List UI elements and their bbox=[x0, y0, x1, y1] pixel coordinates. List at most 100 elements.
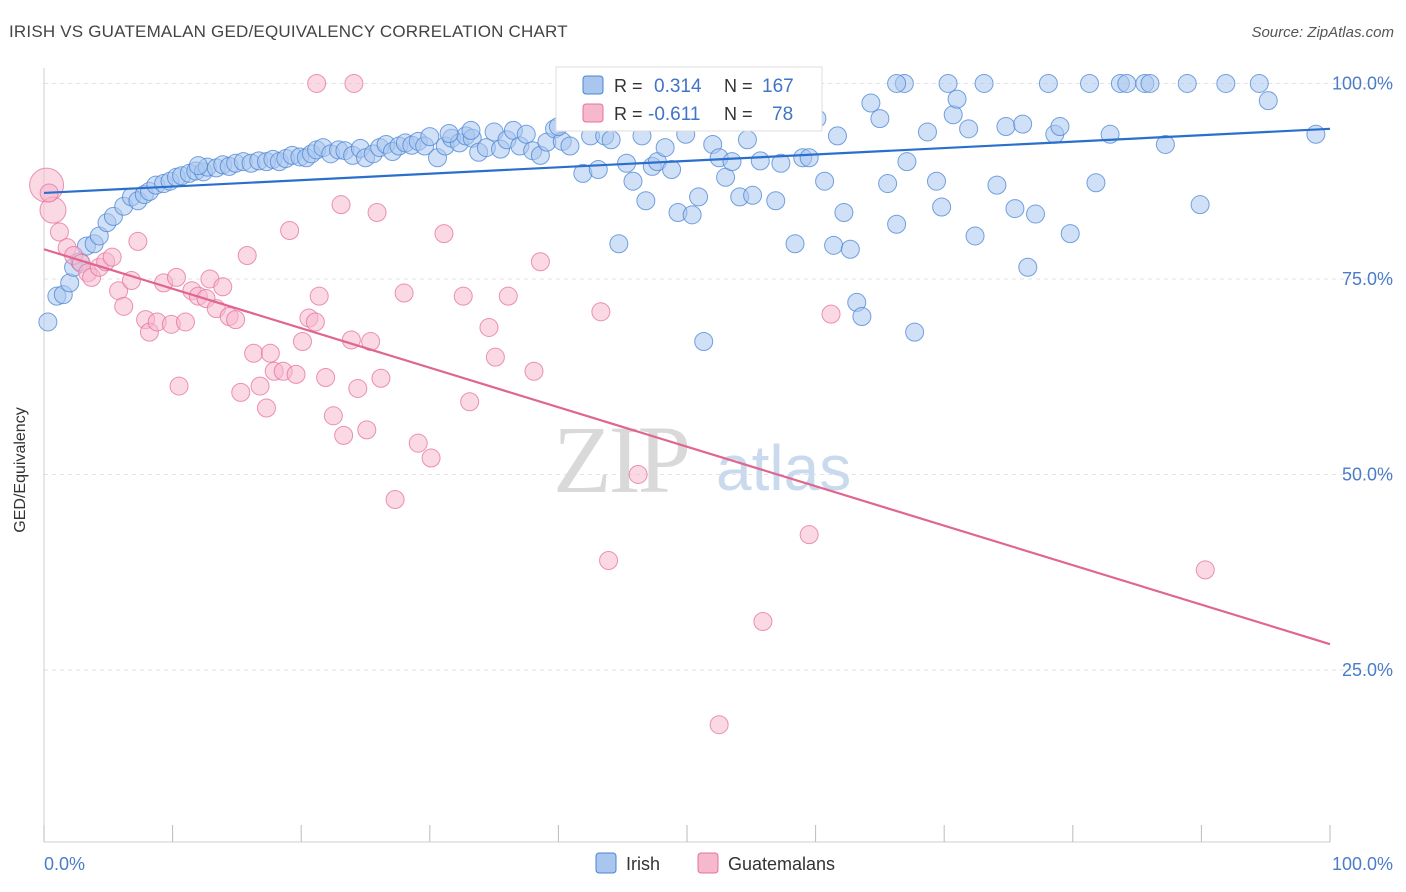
irish-point bbox=[870, 109, 890, 129]
guatemalan-point bbox=[524, 361, 544, 381]
irish-point bbox=[824, 235, 844, 255]
guatemalan-point bbox=[348, 378, 368, 398]
guatemalan-point bbox=[530, 252, 550, 272]
irish-point bbox=[516, 124, 536, 144]
irish-point bbox=[750, 151, 770, 171]
guatemalan-point bbox=[114, 296, 134, 316]
irish-point bbox=[1013, 114, 1033, 134]
irish-point bbox=[1080, 73, 1100, 93]
guatemalan-point bbox=[498, 286, 518, 306]
trend-lines bbox=[43, 127, 1331, 646]
irish-point bbox=[815, 171, 835, 191]
irish-point bbox=[609, 234, 629, 254]
legend-n-label-irish: N = bbox=[724, 76, 753, 96]
irish-point bbox=[938, 73, 958, 93]
irish-point bbox=[694, 332, 714, 352]
irish-point bbox=[905, 322, 925, 342]
guatemalan-point bbox=[128, 231, 148, 251]
irish-point bbox=[887, 214, 907, 234]
y-tick-label: 75.0% bbox=[1342, 269, 1393, 289]
legend-r-guatemalans: -0.611 bbox=[648, 104, 700, 125]
guatemalan-point bbox=[421, 448, 441, 468]
guatemalan-point bbox=[331, 195, 351, 215]
legend-bottom-swatch-guatemalans bbox=[697, 852, 719, 874]
irish-point bbox=[1249, 73, 1269, 93]
irish-point bbox=[887, 73, 907, 93]
guatemalan-point bbox=[323, 406, 343, 426]
legend-r-label-irish: R = bbox=[614, 76, 643, 96]
guatemalan-point bbox=[102, 247, 122, 267]
irish-trend-line bbox=[43, 127, 1331, 195]
irish-point bbox=[1117, 73, 1137, 93]
axes bbox=[43, 68, 1331, 843]
irish-point bbox=[785, 234, 805, 254]
irish-point bbox=[1306, 124, 1326, 144]
irish-point bbox=[60, 273, 80, 293]
guatemalan-point bbox=[799, 525, 819, 545]
irish-point bbox=[852, 306, 872, 326]
watermark-zip: ZIP bbox=[553, 406, 688, 513]
guatemalan-point bbox=[479, 317, 499, 337]
guatemalan-point bbox=[753, 611, 773, 631]
guatemalan-point bbox=[307, 73, 327, 93]
irish-point bbox=[1155, 134, 1175, 154]
irish-point bbox=[1038, 73, 1058, 93]
chart-source: Source: ZipAtlas.com bbox=[1251, 24, 1394, 41]
legend-bottom-irish: Irish bbox=[626, 854, 660, 874]
irish-point bbox=[662, 159, 682, 179]
guatemalan-point bbox=[709, 715, 729, 735]
irish-point bbox=[601, 130, 621, 150]
guatemalan-point bbox=[367, 202, 387, 222]
watermark-atlas: atlas bbox=[716, 432, 851, 504]
irish-point bbox=[965, 226, 985, 246]
guatemalan-point bbox=[385, 489, 405, 509]
guatemalan-point bbox=[231, 382, 251, 402]
irish-point bbox=[932, 197, 952, 217]
guatemalan-point bbox=[305, 312, 325, 332]
guatemalan-point bbox=[408, 433, 428, 453]
irish-point bbox=[560, 136, 580, 156]
irish-point bbox=[897, 152, 917, 172]
stats-legend: R = 0.314 N = 167 R = -0.611 N = 78 bbox=[555, 66, 823, 132]
irish-point bbox=[1216, 73, 1236, 93]
legend-r-irish: 0.314 bbox=[654, 76, 702, 97]
chart-title: IRISH VS GUATEMALAN GED/EQUIVALENCY CORR… bbox=[9, 22, 568, 41]
legend-r-label-guatemalans: R = bbox=[614, 104, 643, 124]
guatemalan-point bbox=[286, 364, 306, 384]
gridlines bbox=[44, 82, 1390, 671]
guatemalan-point bbox=[121, 271, 141, 291]
irish-point bbox=[943, 105, 963, 125]
guatemalan-point bbox=[394, 283, 414, 303]
guatemalan-point bbox=[334, 425, 354, 445]
tick-labels: 100.0% 75.0% 50.0% 25.0% 0.0% 100.0% bbox=[44, 73, 1393, 874]
irish-point bbox=[974, 73, 994, 93]
guatemalan-point bbox=[357, 420, 377, 440]
irish-point bbox=[1086, 173, 1106, 193]
guatemalan-point bbox=[1195, 560, 1215, 580]
irish-point bbox=[1177, 73, 1197, 93]
guatemalan-point bbox=[453, 286, 473, 306]
y-tick-label: 100.0% bbox=[1332, 73, 1393, 93]
watermark: ZIP atlas bbox=[553, 406, 851, 513]
irish-point bbox=[1018, 257, 1038, 277]
guatemalan-point bbox=[485, 347, 505, 367]
irish-point bbox=[722, 152, 742, 172]
irish-point bbox=[1258, 91, 1278, 111]
irish-point bbox=[439, 124, 459, 144]
x-tick-label: 100.0% bbox=[1332, 854, 1393, 874]
irish-point bbox=[1026, 204, 1046, 224]
irish-point bbox=[588, 159, 608, 179]
irish-point bbox=[878, 174, 898, 194]
irish-point bbox=[1050, 116, 1070, 136]
irish-point bbox=[689, 187, 709, 207]
irish-point bbox=[840, 239, 860, 259]
y-tick-label: 50.0% bbox=[1342, 464, 1393, 484]
guatemalan-point bbox=[256, 398, 276, 418]
legend-swatch-irish bbox=[582, 75, 604, 95]
irish-point bbox=[834, 202, 854, 222]
irish-point bbox=[743, 185, 763, 205]
legend-swatch-guatemalans bbox=[582, 103, 604, 123]
guatemalan-point bbox=[250, 376, 270, 396]
guatemalan-point bbox=[344, 73, 364, 93]
